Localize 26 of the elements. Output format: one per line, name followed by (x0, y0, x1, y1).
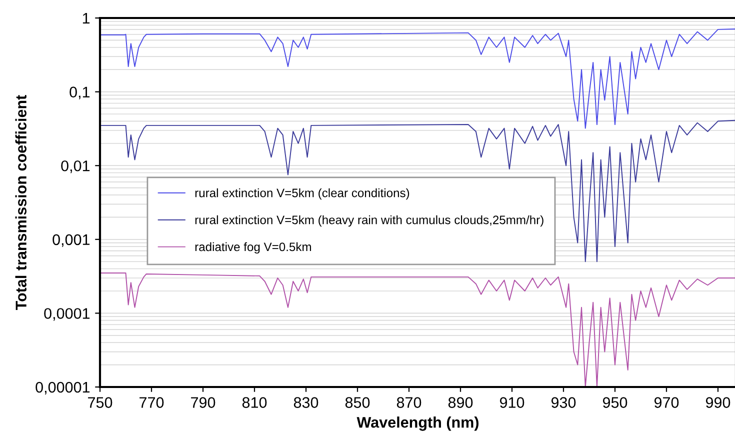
y-tick-label: 0,01 (61, 160, 90, 174)
y-tick-label: 0,001 (52, 234, 90, 247)
y-tick-label: 1 (82, 13, 90, 24)
legend-label: rural extinction V=5km (clear conditions) (195, 188, 410, 200)
y-tick-label: 0,00001 (36, 382, 90, 394)
x-tick-label: 850 (345, 397, 370, 408)
x-tick-label: 870 (396, 397, 422, 408)
line-series (100, 28, 735, 129)
x-tick-label: 770 (140, 397, 164, 408)
x-tick-label: 790 (191, 397, 216, 408)
x-tick-label: 750 (88, 397, 112, 408)
x-tick-label: 930 (551, 397, 576, 408)
x-tick-label: 970 (654, 397, 679, 408)
x-tick-label: 950 (602, 397, 628, 408)
y-axis-title: Total transmission coefficient (15, 95, 26, 310)
x-tick-label: 810 (242, 397, 267, 408)
x-tick-label: 830 (294, 397, 318, 408)
x-axis-title: Wavelength (nm) (356, 416, 478, 431)
legend-label: rural extinction V=5km (heavy rain with cumulus clouds,25mm/hr) (195, 215, 544, 227)
legend-label: radiative fog V=0.5km (195, 242, 311, 254)
y-tick-label: 0,1 (70, 86, 90, 100)
x-tick-label: 990 (706, 397, 730, 408)
line-series (100, 120, 735, 262)
x-tick-label: 890 (448, 397, 473, 408)
x-tick-label: 910 (500, 397, 524, 408)
y-tick-label: 0,0001 (44, 308, 90, 321)
